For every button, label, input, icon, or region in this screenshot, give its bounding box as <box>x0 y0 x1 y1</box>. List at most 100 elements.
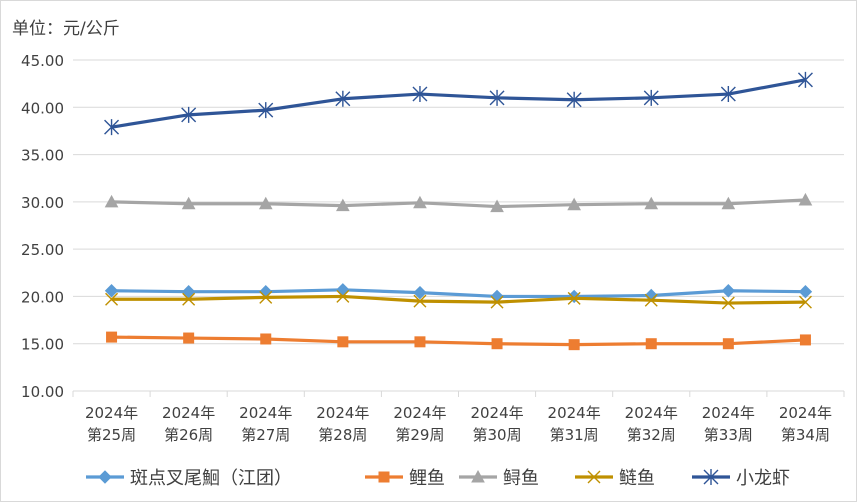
series-line <box>111 78 806 129</box>
data-point <box>567 197 581 211</box>
series-line <box>111 335 806 347</box>
x-tick-label-line: 第28周 <box>318 426 367 444</box>
data-point <box>490 199 504 213</box>
legend-label: 鲟鱼 <box>503 468 539 489</box>
data-point <box>490 295 504 309</box>
x-tick-label-line: 2024年 <box>316 404 369 422</box>
data-point <box>412 86 428 103</box>
data-point <box>378 471 390 483</box>
data-point <box>181 196 196 210</box>
x-tick-label-line: 第30周 <box>473 426 522 444</box>
data-point <box>644 196 659 210</box>
legend-label: 斑点叉尾鮰（江团） <box>130 468 292 489</box>
data-point <box>721 296 735 310</box>
y-tick-label: 15.00 <box>21 336 64 354</box>
data-point <box>98 470 112 484</box>
data-point <box>105 292 119 306</box>
series-3 <box>104 192 813 213</box>
x-tick-label-line: 2024年 <box>85 404 138 422</box>
x-tick-label: 2024年第25周 <box>85 404 138 444</box>
data-point <box>258 196 273 210</box>
x-tick-label-line: 2024年 <box>162 404 215 422</box>
data-point <box>798 192 813 206</box>
y-tick-label: 10.00 <box>21 383 64 401</box>
data-point <box>335 90 351 107</box>
x-tick-label-line: 2024年 <box>393 404 446 422</box>
data-point <box>567 289 581 304</box>
data-point <box>797 71 813 88</box>
data-point <box>703 469 719 485</box>
x-tick-label-line: 2024年 <box>779 404 832 422</box>
x-tick-label: 2024年第26周 <box>162 404 215 444</box>
x-tick-label-line: 2024年 <box>470 404 523 422</box>
data-point <box>489 89 505 106</box>
y-tick-label: 40.00 <box>21 99 64 117</box>
y-tick-label: 20.00 <box>21 288 64 306</box>
data-point <box>413 294 427 308</box>
data-point <box>336 198 350 212</box>
series-5 <box>104 71 813 136</box>
x-tick-label: 2024年第31周 <box>548 404 601 444</box>
data-point <box>645 338 657 350</box>
data-point <box>106 331 118 343</box>
data-point <box>104 284 119 298</box>
x-tick-label: 2024年第27周 <box>239 404 292 444</box>
x-tick-label-line: 第32周 <box>627 426 676 444</box>
x-tick-label: 2024年第32周 <box>625 404 678 444</box>
series-line <box>111 198 806 209</box>
legend-item: 鲟鱼 <box>459 468 539 489</box>
legend-item: 小龙虾 <box>692 468 790 489</box>
data-point <box>721 196 736 210</box>
legend-label: 鲢鱼 <box>619 468 655 489</box>
x-tick-label-line: 2024年 <box>625 404 678 422</box>
data-point <box>260 333 272 345</box>
data-point <box>798 295 812 309</box>
data-point <box>568 339 580 351</box>
data-point <box>643 89 659 106</box>
x-tick-label: 2024年第29周 <box>393 404 446 444</box>
unit-label: 单位：元/公斤 <box>12 19 120 39</box>
x-tick-label-line: 2024年 <box>548 404 601 422</box>
data-point <box>798 284 813 299</box>
x-tick-label-line: 第25周 <box>87 426 136 444</box>
x-tick-label-line: 第31周 <box>550 426 599 444</box>
data-point <box>491 338 503 350</box>
data-point <box>259 290 273 304</box>
x-tick-label: 2024年第28周 <box>316 404 369 444</box>
series-line <box>111 288 806 299</box>
data-point <box>567 291 581 305</box>
y-tick-label: 30.00 <box>21 194 64 212</box>
data-point <box>799 334 811 346</box>
data-point <box>258 102 274 119</box>
legend-item: 斑点叉尾鮰（江团） <box>86 468 292 489</box>
data-point <box>722 338 734 350</box>
data-point <box>587 470 601 484</box>
data-point <box>336 289 350 303</box>
data-point <box>337 336 349 348</box>
x-tick-label: 2024年第34周 <box>779 404 832 444</box>
data-point <box>721 284 736 298</box>
x-tick-label-line: 第27周 <box>241 426 290 444</box>
legend-item: 鲤鱼 <box>365 468 445 489</box>
legend-label: 小龙虾 <box>736 468 790 489</box>
data-point <box>104 194 119 208</box>
x-tick-label-line: 2024年 <box>239 404 292 422</box>
x-tick-label-line: 第26周 <box>164 426 213 444</box>
data-point <box>414 336 426 348</box>
x-tick-label-line: 2024年 <box>702 404 755 422</box>
x-tick-label: 2024年第30周 <box>470 404 523 444</box>
data-point <box>183 332 195 344</box>
x-tick-label-line: 第34周 <box>781 426 830 444</box>
legend-label: 鲤鱼 <box>409 468 445 489</box>
data-point <box>644 293 658 307</box>
y-tick-label: 35.00 <box>21 147 64 165</box>
data-point <box>471 469 485 483</box>
data-point <box>104 119 120 136</box>
series-4 <box>105 289 812 310</box>
y-tick-label: 25.00 <box>21 241 64 259</box>
data-point <box>566 91 582 108</box>
x-tick-label-line: 第29周 <box>395 426 444 444</box>
data-point <box>336 283 350 297</box>
